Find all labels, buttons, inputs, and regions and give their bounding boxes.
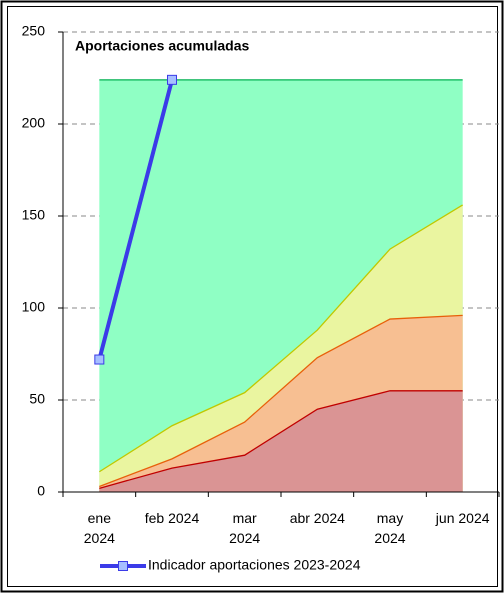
legend-label: Indicador aportaciones 2023-2024 xyxy=(148,557,361,573)
inner-border xyxy=(7,6,498,587)
x-tick-label: feb 2024 xyxy=(144,510,200,526)
marker xyxy=(94,354,105,365)
area-edge xyxy=(99,314,463,488)
y-tick-label: 0 xyxy=(37,483,45,499)
marker xyxy=(167,74,177,85)
chart-title: Aportaciones acumuladas xyxy=(75,38,249,54)
area-edge xyxy=(99,390,463,489)
x-tick-label: may 2024 xyxy=(374,510,406,546)
legend-marker xyxy=(118,561,128,571)
y-tick-label: 150 xyxy=(22,207,46,223)
x-tick-label: ene 2024 xyxy=(83,510,115,546)
y-tick-label: 50 xyxy=(29,391,45,407)
line xyxy=(97,79,174,361)
y-tick-label: 200 xyxy=(22,115,46,131)
y-tick-label: 250 xyxy=(22,23,46,39)
x-tick-label: abr 2024 xyxy=(289,510,345,526)
y-tick-label: 100 xyxy=(22,299,46,315)
x-tick-label: mar 2024 xyxy=(229,510,261,546)
area xyxy=(99,390,463,492)
area-edge xyxy=(98,204,464,473)
x-tick-label: jun 2024 xyxy=(435,510,490,526)
